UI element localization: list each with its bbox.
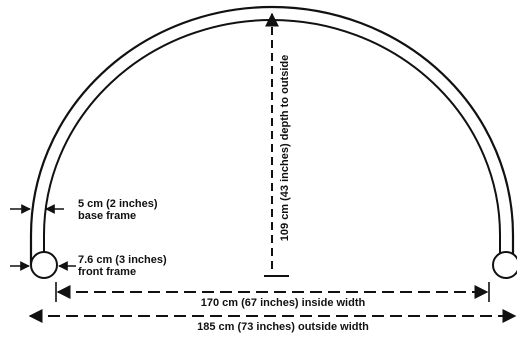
base-frame-size-label: 5 cm (2 inches) [78, 198, 158, 210]
outside-width-label: 185 cm (73 inches) outside width [197, 321, 369, 333]
base-frame-name-label: base frame [78, 210, 136, 222]
front-frame-name-label: front frame [78, 266, 136, 278]
front-frame-right-circle [492, 251, 517, 279]
depth-label: 109 cm (43 inches) depth to outside [279, 55, 291, 241]
front-frame-size-label: 7.6 cm (3 inches) [78, 254, 167, 266]
arch-outer-edge [29, 5, 515, 265]
inside-width-label: 170 cm (67 inches) inside width [201, 297, 366, 309]
front-frame-left-circle [30, 251, 58, 279]
